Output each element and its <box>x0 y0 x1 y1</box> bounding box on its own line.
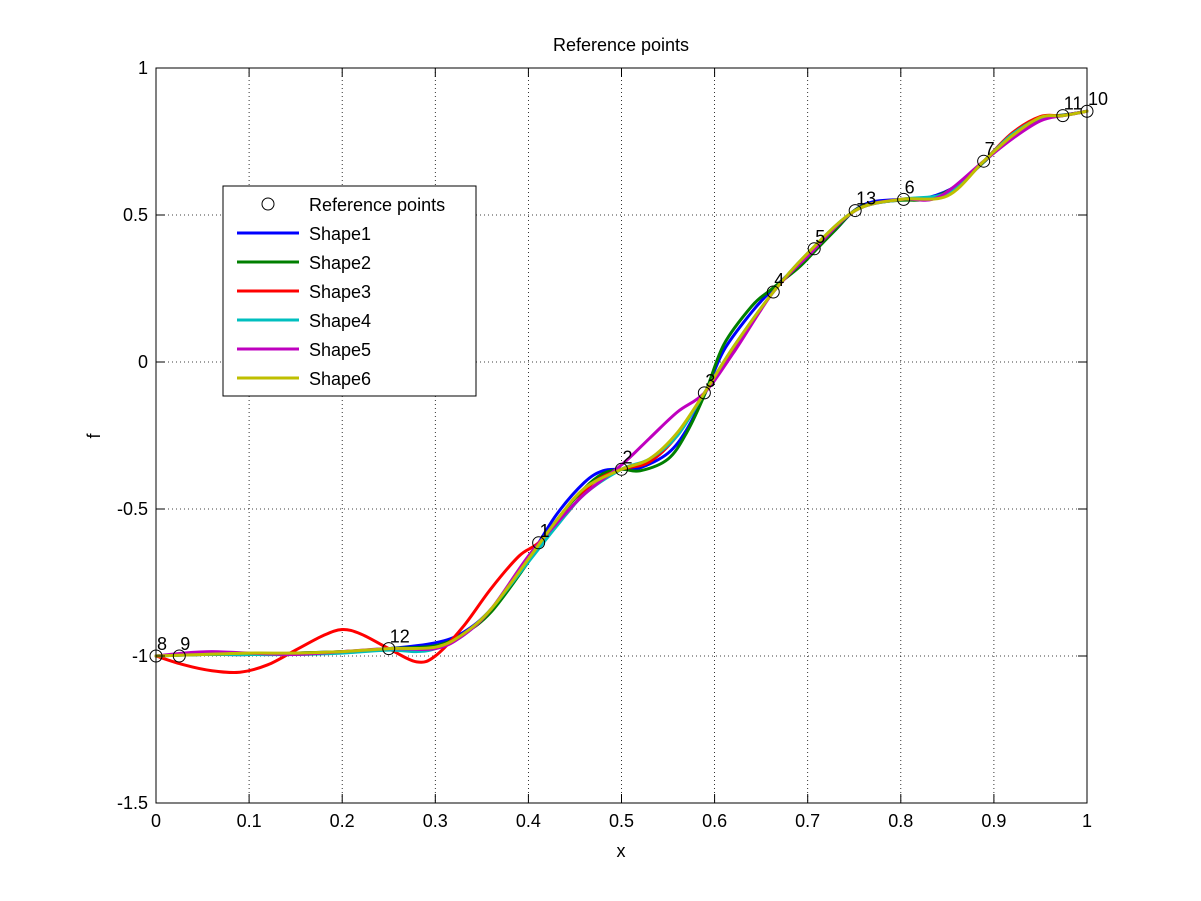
x-tick-label: 0.3 <box>423 811 448 831</box>
reference-point-label: 8 <box>157 634 167 654</box>
reference-point-label: 1 <box>540 521 550 541</box>
reference-point-label: 7 <box>985 139 995 159</box>
x-tick-label: 0.9 <box>981 811 1006 831</box>
reference-point-label: 5 <box>815 227 825 247</box>
legend: Reference points Shape1 Shape2 Shape3 Shape4… <box>222 185 477 397</box>
legend-label: Shape4 <box>309 311 371 331</box>
reference-point-marker <box>977 154 991 168</box>
legend-label: Shape2 <box>309 253 371 273</box>
legend-label: Shape3 <box>309 282 371 302</box>
x-tick-label: 1 <box>1082 811 1092 831</box>
y-axis-label: f <box>84 433 104 439</box>
reference-point-marker <box>766 285 780 299</box>
x-tick-label: 0.2 <box>330 811 355 831</box>
reference-point-label: 6 <box>905 177 915 197</box>
x-axis-label: x <box>617 841 626 861</box>
x-tick-label: 0.6 <box>702 811 727 831</box>
grid <box>156 68 1087 803</box>
y-tick-label: -1.5 <box>117 793 148 813</box>
x-tick-label: 0 <box>151 811 161 831</box>
reference-point-marker <box>897 192 911 206</box>
series-line-shape6 <box>154 109 1089 658</box>
y-tick-label: -1 <box>132 646 148 666</box>
reference-point-marker <box>807 242 821 256</box>
y-tick-label: 0.5 <box>123 205 148 225</box>
series-lines <box>154 109 1089 675</box>
legend-label: Shape6 <box>309 369 371 389</box>
reference-point-marker <box>1056 109 1070 123</box>
legend-label: Reference points <box>309 195 445 215</box>
legend-label: Shape1 <box>309 224 371 244</box>
x-tick-label: 0.5 <box>609 811 634 831</box>
reference-point-marker <box>532 536 546 550</box>
y-tick-label: -0.5 <box>117 499 148 519</box>
x-tick-label: 0.4 <box>516 811 541 831</box>
reference-point-label: 11 <box>1064 94 1083 114</box>
reference-point-label: 13 <box>856 189 876 209</box>
reference-point-label: 3 <box>705 371 715 391</box>
reference-point-label: 12 <box>390 627 410 647</box>
x-tick-label: 0.8 <box>888 811 913 831</box>
reference-point-marker <box>697 386 711 400</box>
reference-point-label: 9 <box>180 634 190 654</box>
chart-title: Reference points <box>553 35 689 55</box>
y-tick-label: 0 <box>138 352 148 372</box>
reference-point-label: 2 <box>623 447 633 467</box>
legend-label: Shape5 <box>309 340 371 360</box>
axis-ticks: 0 0.1 0.2 0.3 0.4 0.5 0.6 0.7 0.8 0.9 1 -1.5 -1 -0.5 0… <box>117 58 1092 831</box>
reference-point-marker <box>848 204 862 218</box>
reference-point-marker <box>172 649 186 663</box>
x-tick-label: 0.1 <box>237 811 262 831</box>
reference-point-label: 10 <box>1088 89 1108 109</box>
x-tick-label: 0.7 <box>795 811 820 831</box>
reference-point-label: 4 <box>774 270 784 290</box>
y-tick-label: 1 <box>138 58 148 78</box>
reference-point-marker <box>615 462 628 476</box>
legend-marker-reference-points <box>261 197 275 211</box>
reference-point-marker <box>382 642 396 656</box>
